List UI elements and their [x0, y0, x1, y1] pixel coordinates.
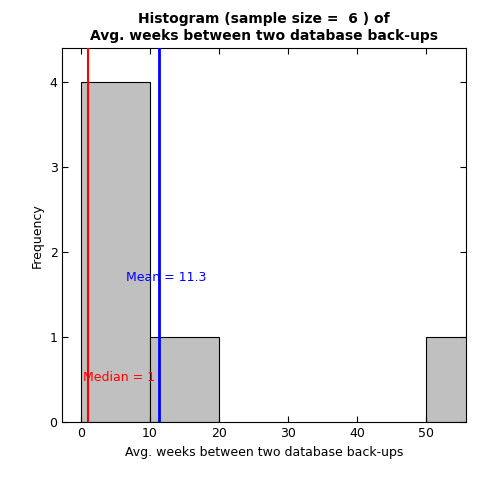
- Bar: [150, 337, 219, 422]
- Bar: [81, 82, 150, 422]
- Text: Mean = 11.3: Mean = 11.3: [126, 271, 206, 284]
- Text: Median = 1: Median = 1: [83, 371, 155, 384]
- Y-axis label: Frequency: Frequency: [31, 203, 44, 267]
- X-axis label: Avg. weeks between two database back-ups: Avg. weeks between two database back-ups: [125, 446, 403, 459]
- Bar: [426, 337, 480, 422]
- Title: Histogram (sample size =  6 ) of
Avg. weeks between two database back-ups: Histogram (sample size = 6 ) of Avg. wee…: [90, 12, 438, 43]
